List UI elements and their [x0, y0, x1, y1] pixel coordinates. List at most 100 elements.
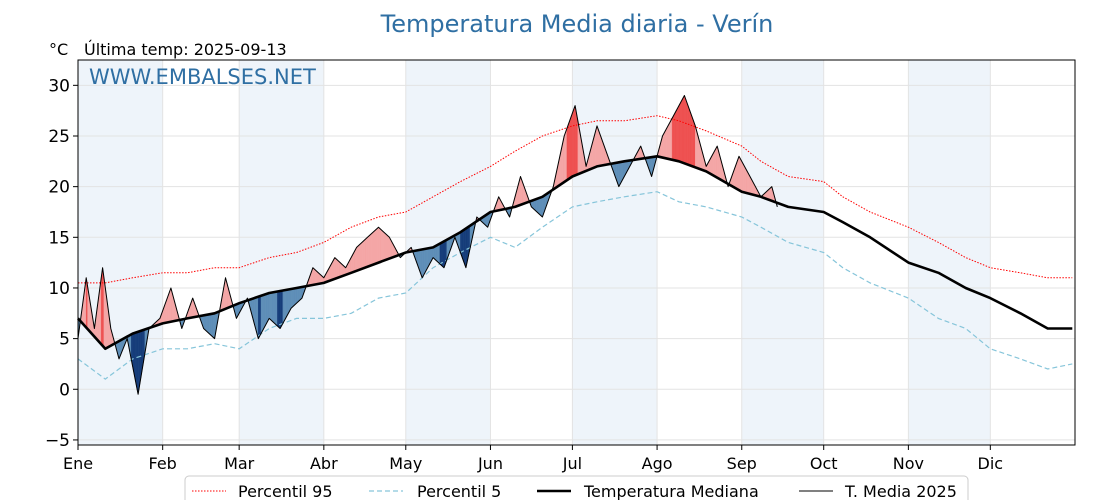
y-tick-label: 25	[48, 127, 70, 147]
anomaly-fill	[599, 133, 602, 167]
unit-label: °C	[49, 40, 68, 59]
y-tick-label: 15	[48, 228, 70, 248]
legend-item-temperatura-mediana-label: Temperatura Mediana	[583, 482, 759, 500]
anomaly-fill	[136, 331, 139, 395]
anomaly-fill	[574, 105, 577, 176]
anomaly-fill	[316, 271, 319, 285]
y-axis: −5 0 5 10 15 20 25 30	[45, 76, 78, 451]
y-tick-label: 20	[48, 178, 70, 198]
anomaly-fill	[297, 287, 300, 303]
anomaly-fill	[341, 263, 344, 277]
x-tick-label: Mar	[224, 454, 255, 473]
anomaly-fill	[742, 163, 745, 193]
anomaly-fill	[271, 292, 274, 323]
anomaly-fill	[340, 262, 342, 278]
anomaly-fill	[680, 100, 682, 163]
anomaly-fill	[385, 233, 387, 261]
anomaly-fill	[662, 132, 665, 159]
anomaly-fill	[355, 247, 357, 272]
anomaly-fill	[288, 288, 290, 315]
anomaly-fill	[379, 227, 382, 263]
legend-item-percentil-5-label: Percentil 5	[417, 482, 501, 500]
chart-title: Temperatura Media diaria - Verín	[380, 10, 774, 38]
legend: Percentil 95 Percentil 5 Temperatura Media…	[184, 475, 969, 500]
anomaly-fill	[539, 197, 542, 217]
anomaly-fill	[424, 248, 427, 273]
anomaly-fill	[277, 291, 279, 328]
month-band	[572, 60, 658, 445]
anomaly-fill	[285, 289, 288, 319]
anomaly-fill	[363, 239, 365, 269]
y-tick-label: 0	[59, 380, 70, 400]
anomaly-fill	[281, 290, 284, 327]
anomaly-fill	[671, 115, 674, 161]
anomaly-fill	[676, 108, 678, 162]
anomaly-fill	[568, 120, 570, 180]
x-tick-label: Feb	[149, 454, 177, 473]
anomaly-fill	[667, 123, 670, 160]
anomaly-fill	[371, 231, 374, 266]
anomaly-fill	[670, 117, 673, 160]
month-bands	[78, 60, 991, 445]
anomaly-fill	[674, 109, 677, 161]
anomaly-fill	[207, 314, 210, 335]
last-temp-label: Última temp: 2025-09-13	[84, 40, 287, 59]
anomaly-fill	[203, 314, 206, 331]
anomaly-fill	[292, 288, 294, 308]
anomaly-fill	[296, 287, 299, 304]
y-tick-label: 10	[48, 279, 70, 299]
anomaly-fill	[312, 267, 315, 286]
anomaly-fill	[208, 313, 211, 336]
x-tick-label: Jul	[562, 454, 582, 473]
month-band	[239, 60, 324, 445]
anomaly-fill	[437, 244, 439, 264]
x-tick-label: Sep	[727, 454, 757, 473]
anomaly-fill	[686, 103, 689, 166]
anomaly-fill	[212, 313, 215, 340]
anomaly-fill	[464, 228, 467, 268]
series-lines	[77, 95, 1073, 395]
anomaly-fill	[684, 95, 686, 165]
anomaly-fill	[289, 288, 292, 311]
anomaly-fill	[364, 238, 367, 268]
anomaly-fill	[279, 290, 282, 330]
anomaly-fill	[663, 130, 666, 159]
anomaly-fill	[264, 293, 267, 327]
plot-frame	[77, 59, 1076, 446]
x-tick-label: Dic	[978, 454, 1004, 473]
anomaly-fill	[335, 258, 338, 279]
anomaly-fill	[367, 235, 370, 267]
anomaly-fill	[267, 292, 270, 322]
legend-box	[184, 475, 969, 500]
anomaly-fill	[744, 165, 747, 194]
watermark: WWW.EMBALSES.NET	[89, 65, 316, 89]
series-percentil-5	[77, 191, 1073, 380]
x-tick-label: Ago	[642, 454, 673, 473]
anomaly-fill	[620, 161, 622, 185]
anomaly-fill	[333, 256, 335, 280]
anomaly-fill	[536, 198, 539, 214]
x-tick-label: May	[389, 454, 422, 473]
x-tick-label: Ene	[63, 454, 93, 473]
anomaly-fill	[368, 234, 371, 267]
series-percentil-95	[78, 115, 1073, 284]
anomaly-fill	[273, 291, 275, 324]
legend-item-percentil-95-label: Percentil 95	[238, 482, 333, 500]
anomaly-fill	[666, 125, 669, 160]
anomaly-fill	[535, 198, 538, 213]
anomaly-fill	[284, 289, 286, 322]
anomaly-fill	[260, 295, 263, 334]
y-tick-label: 30	[48, 76, 70, 96]
anomaly-fill	[566, 124, 569, 181]
y-tick-label: −5	[45, 431, 70, 451]
anomaly-fill	[435, 244, 438, 262]
anomaly-fill	[375, 227, 378, 264]
legend-item-t-media-2025-label: T. Media 2025	[844, 482, 957, 500]
anomaly-fill	[770, 186, 772, 202]
month-band	[908, 60, 991, 445]
anomaly-fill	[691, 114, 693, 167]
anomaly-fill	[204, 314, 207, 332]
anomaly-fill	[715, 146, 718, 179]
anomaly-fill	[570, 113, 573, 178]
